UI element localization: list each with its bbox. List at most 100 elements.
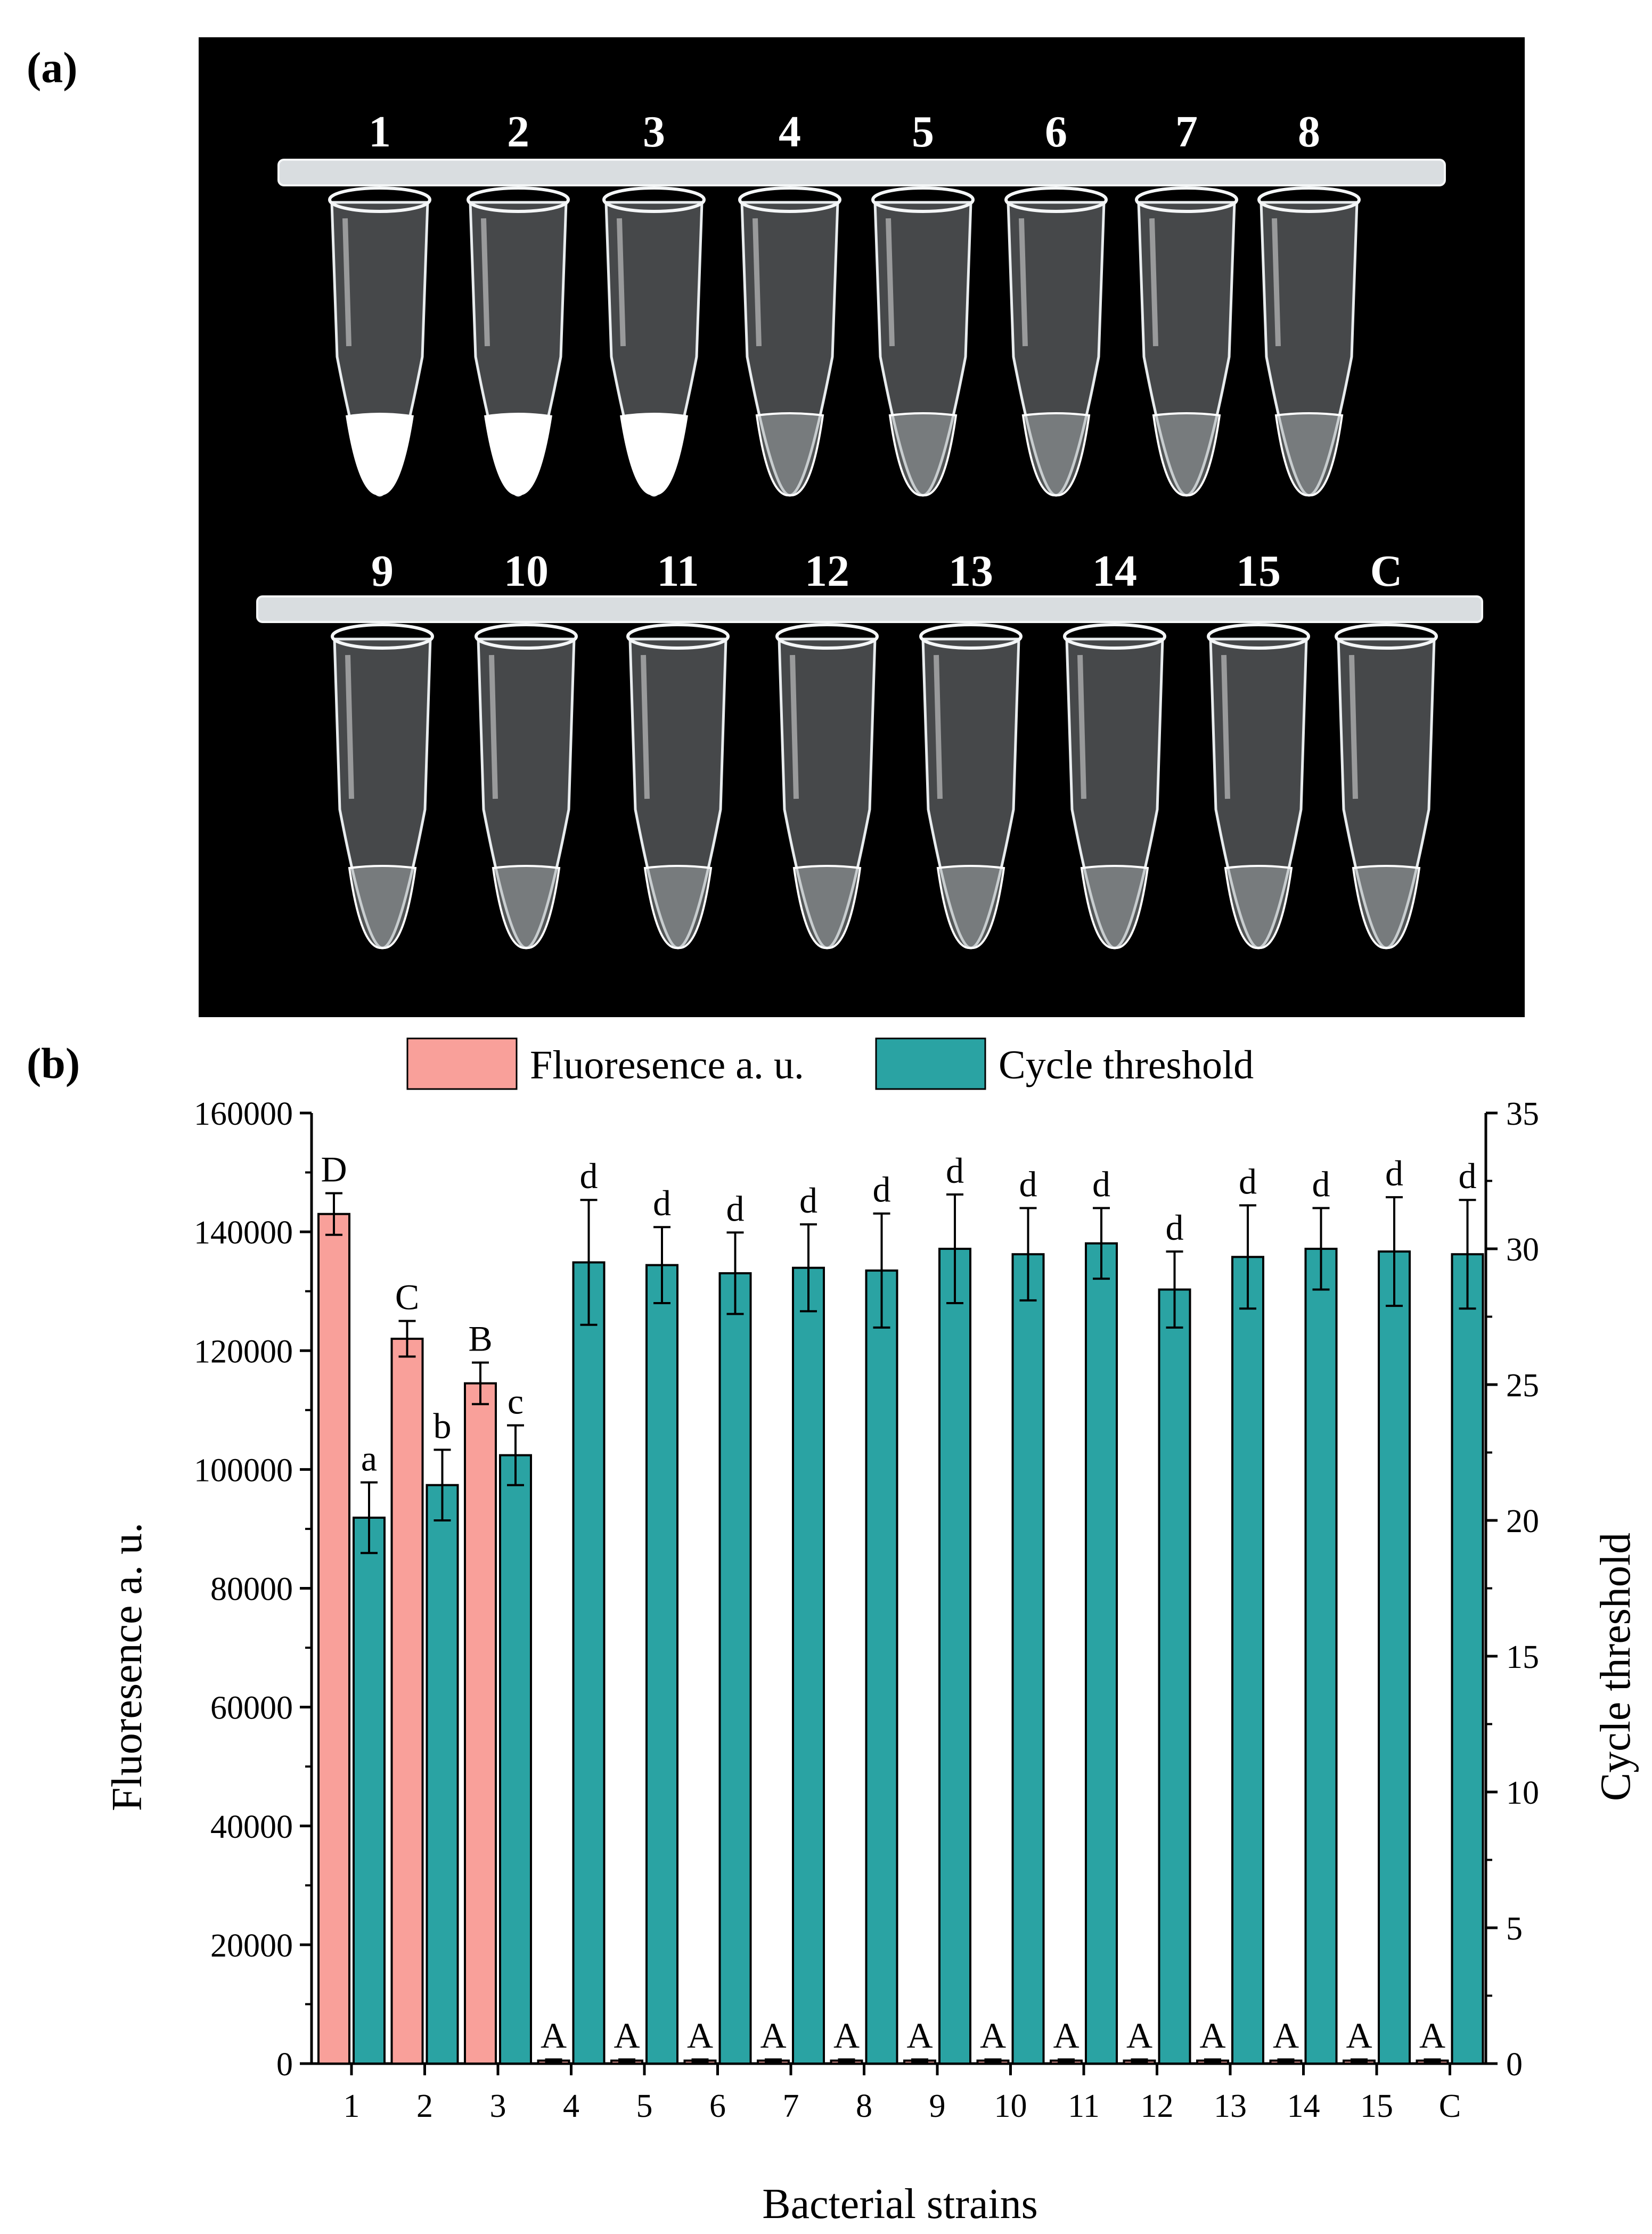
legend-swatch-fluorescence (406, 1037, 518, 1090)
significance-letter-cycle-threshold: d (1166, 1207, 1184, 1248)
tube-rim (1004, 186, 1108, 213)
bar-fluorescence (464, 1382, 497, 2065)
significance-letter-cycle-threshold: d (799, 1180, 817, 1221)
tube-liquid-negative (492, 865, 561, 950)
significance-letter-fluorescence: A (833, 2015, 860, 2056)
x-tick-label: 10 (994, 2088, 1027, 2124)
tube-liquid-positive (484, 413, 552, 496)
tube-label: 12 (805, 546, 849, 596)
tube: 9 (331, 546, 434, 950)
tube-rim (626, 623, 730, 650)
x-tick-label: 13 (1214, 2088, 1247, 2124)
significance-letter-fluorescence: A (760, 2015, 786, 2056)
bar-cycle-threshold (353, 1516, 386, 2065)
y-tick-label-right: 35 (1506, 1096, 1539, 1132)
tube-liquid-negative (1224, 865, 1293, 950)
tube-label: C (1370, 546, 1403, 596)
significance-letter-cycle-threshold: d (1312, 1164, 1330, 1205)
legend-label-cycle-threshold: Cycle threshold (999, 1043, 1254, 1087)
y-axis-title-right: Cycle threshold (1592, 1533, 1639, 1801)
tube-strip (277, 159, 1446, 186)
tube-highlight (1272, 218, 1281, 347)
bar-cycle-threshold (499, 1454, 532, 2065)
bar-cycle-threshold (1231, 1256, 1264, 2065)
legend-label-fluorescence: Fluoresence a. u. (530, 1043, 804, 1087)
tube-liquid-positive (620, 413, 688, 496)
x-tick-label: 6 (709, 2088, 726, 2124)
bar-fluorescence (390, 1337, 424, 2065)
y-tick-label-left: 120000 (194, 1333, 293, 1370)
tube-liquid-negative (1152, 412, 1221, 497)
significance-letter-cycle-threshold: d (1385, 1153, 1403, 1193)
tube-label: 7 (1175, 107, 1198, 157)
tube-liquid-negative (643, 865, 713, 950)
x-tick-label: 8 (856, 2088, 872, 2124)
tube: 14 (1063, 546, 1166, 950)
tube-highlight (934, 654, 943, 799)
tube-label: 5 (912, 107, 934, 157)
tube-label: 9 (371, 546, 394, 596)
bar-cycle-threshold (792, 1266, 825, 2065)
tube-liquid-negative (888, 412, 958, 497)
tube-highlight (617, 218, 626, 347)
y-tick-label-left: 20000 (210, 1928, 293, 1964)
x-tick-label: 5 (636, 2088, 653, 2124)
tube-liquid-negative (792, 865, 862, 950)
tube-strip (256, 595, 1483, 623)
tube-rim (1207, 623, 1310, 650)
tube-label: 3 (643, 107, 665, 157)
tube-label: 11 (657, 546, 699, 596)
significance-letter-fluorescence: A (614, 2015, 640, 2056)
x-tick-label: 14 (1287, 2088, 1320, 2124)
significance-letter-cycle-threshold: d (726, 1188, 745, 1229)
significance-letter-fluorescence: A (687, 2015, 713, 2056)
y-tick-label-right: 25 (1506, 1368, 1539, 1404)
tube-liquid-negative (348, 865, 417, 950)
y-tick-label-right: 5 (1506, 1911, 1523, 1947)
tube-rim (919, 623, 1023, 650)
tube-liquid-negative (1274, 412, 1344, 497)
tube-rim (602, 186, 706, 213)
tube-liquid-negative (936, 865, 1005, 950)
y-tick-label-left: 80000 (210, 1572, 293, 1608)
y-tick-label-left: 0 (276, 2047, 293, 2083)
tube: 11 (626, 546, 730, 950)
tube: 8 (1257, 107, 1361, 497)
y-tick-label-left: 100000 (194, 1452, 293, 1488)
tube-rim (475, 623, 578, 650)
significance-letter-cycle-threshold: b (434, 1405, 452, 1446)
tube: 2 (467, 107, 570, 497)
bar-cycle-threshold (1158, 1288, 1191, 2065)
bar-cycle-threshold (1451, 1253, 1484, 2065)
tube-highlight (1221, 654, 1230, 799)
tube-highlight (345, 654, 354, 799)
tube-highlight (489, 654, 498, 799)
x-tick-label: 9 (929, 2088, 946, 2124)
tube-highlight (342, 218, 351, 347)
bar-chart: Fluoresence a. u. Cycle threshold 0 20000… (104, 1037, 1639, 2228)
legend: Fluoresence a. u. Cycle threshold (406, 1037, 1254, 1090)
tube-highlight (886, 218, 895, 347)
panel-a-label: (a) (27, 43, 78, 92)
y-tick-label-right: 30 (1506, 1232, 1539, 1268)
tube-label: 1 (369, 107, 391, 157)
y-tick-label-right: 20 (1506, 1503, 1539, 1540)
y-tick-label-left: 40000 (210, 1809, 293, 1845)
significance-letter-fluorescence: D (321, 1149, 347, 1190)
x-tick-label: 12 (1141, 2088, 1174, 2124)
tube-highlight (1019, 218, 1028, 347)
significance-letter-fluorescence: A (1419, 2015, 1445, 2056)
tube-label: 13 (948, 546, 993, 596)
y-tick-label-right: 0 (1506, 2047, 1523, 2083)
tube-highlight (481, 218, 490, 347)
significance-letter-fluorescence: C (395, 1276, 419, 1317)
tube-liquid-negative (1021, 412, 1091, 497)
tube: 13 (919, 546, 1023, 950)
bar-cycle-threshold (1011, 1253, 1045, 2065)
tube-highlight (790, 654, 799, 799)
tube-highlight (641, 654, 650, 799)
tube: C (1335, 546, 1438, 950)
tube-rim (328, 186, 431, 213)
y-tick-label-left: 140000 (194, 1215, 293, 1251)
tube-highlight (1077, 654, 1086, 799)
